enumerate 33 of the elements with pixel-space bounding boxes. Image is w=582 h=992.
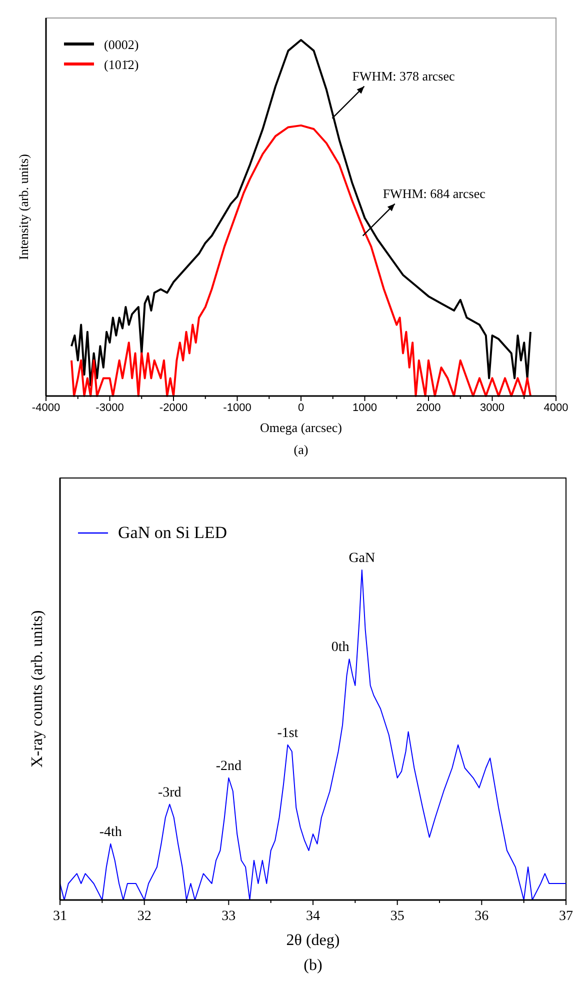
text: (b) bbox=[304, 957, 322, 974]
y-axis-title: X-ray counts (arb. units) bbox=[29, 610, 46, 768]
x-tick-label: -1000 bbox=[223, 402, 252, 414]
annotation: -1st bbox=[277, 726, 298, 741]
x-tick-label: 4000 bbox=[544, 402, 568, 414]
annotation: -4th bbox=[99, 824, 122, 840]
annotation: FWHM: 378 arcsec bbox=[352, 68, 455, 84]
x-tick-label: 34 bbox=[306, 909, 320, 924]
x-tick-label: -3000 bbox=[96, 402, 124, 414]
x-tick-label: -4000 bbox=[32, 402, 60, 414]
x-tick-label: 35 bbox=[390, 909, 404, 924]
x-tick-label: -2000 bbox=[159, 402, 188, 414]
x-tick-label: 3000 bbox=[480, 402, 504, 414]
text: (a) bbox=[294, 442, 308, 457]
legend-label: GaN on Si LED bbox=[118, 523, 228, 542]
annotation: 0th bbox=[331, 640, 350, 656]
annotation: GaN bbox=[348, 551, 376, 566]
x-tick-label: 2000 bbox=[416, 402, 441, 414]
x-tick-label: 0 bbox=[298, 402, 304, 414]
x-tick-label: 32 bbox=[137, 909, 152, 924]
annotation: -3rd bbox=[158, 785, 182, 800]
x-tick-label: 1000 bbox=[352, 402, 377, 414]
legend-label: (0002) bbox=[104, 37, 139, 52]
x-tick-label: 37 bbox=[559, 909, 573, 924]
x-axis-title: Omega (arcsec) bbox=[260, 420, 342, 435]
x-tick-label: 33 bbox=[222, 909, 236, 924]
annotation: FWHM: 684 arcsec bbox=[382, 186, 486, 201]
x-tick-label: 31 bbox=[53, 909, 67, 924]
y-axis-title: Intensity (arb. units) bbox=[16, 154, 31, 260]
annotation: -2nd bbox=[216, 758, 242, 774]
x-tick-label: 36 bbox=[474, 909, 489, 924]
legend-label: (101̄2) bbox=[104, 57, 139, 72]
x-axis-title: 2θ (deg) bbox=[286, 932, 340, 949]
